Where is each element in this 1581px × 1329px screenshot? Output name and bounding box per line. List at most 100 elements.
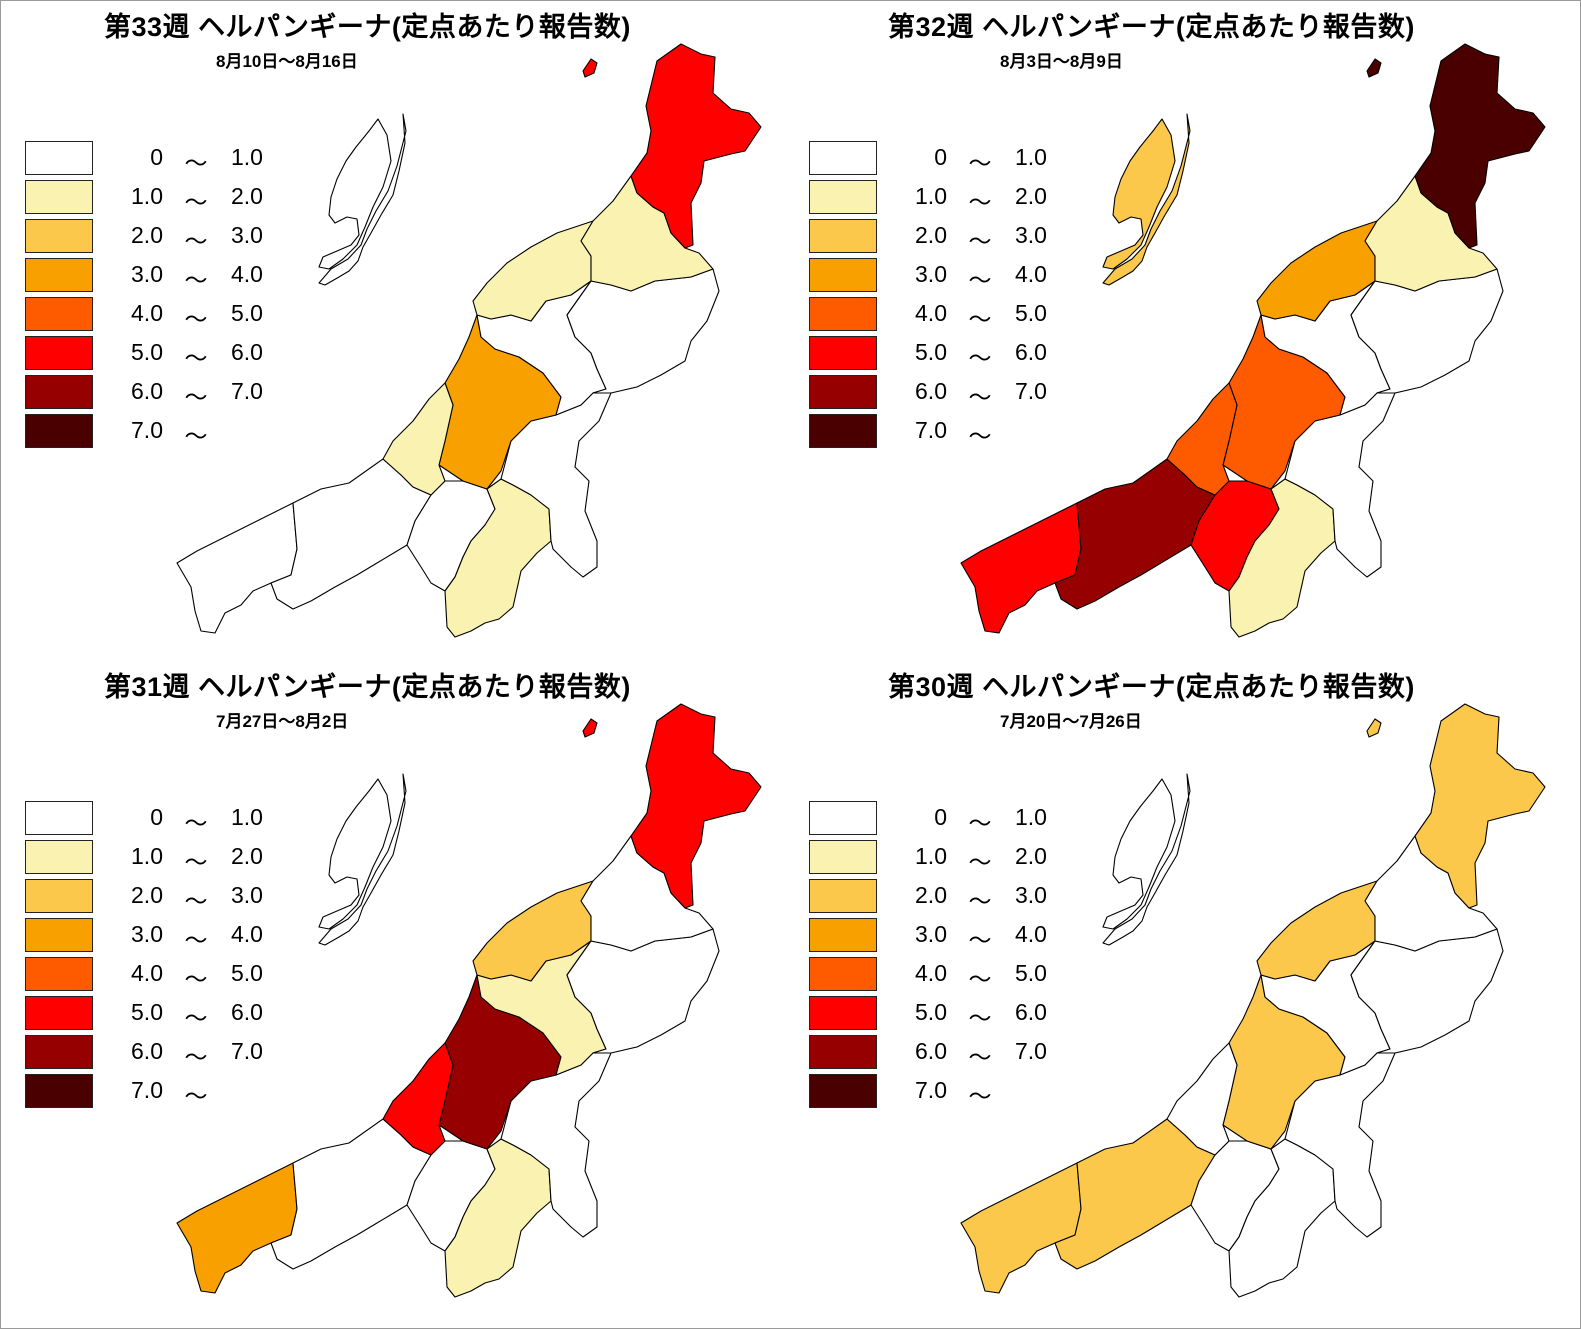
legend-row: 5.0 ～ 6.0	[809, 336, 1069, 371]
legend-lower-bound: 0	[934, 804, 947, 830]
panel-title: 第30週 ヘルパンギーナ(定点あたり報告数)	[888, 672, 1415, 702]
legend-lower-bound: 6.0	[915, 1038, 947, 1064]
legend-upper-bound: 2.0	[1015, 843, 1047, 869]
legend-upper-bound: 3.0	[1015, 222, 1047, 248]
legend-swatch	[809, 414, 877, 448]
legend-lower-bound: 6.0	[915, 378, 947, 404]
legend-lower-bound: 3.0	[131, 261, 163, 287]
legend-range-tilde: ～	[184, 927, 208, 953]
legend-lower-bound: 2.0	[915, 882, 947, 908]
region-murakami	[630, 43, 762, 249]
legend-swatch	[809, 258, 877, 292]
legend-range-tilde: ～	[968, 1044, 992, 1070]
legend-swatch	[809, 375, 877, 409]
legend-swatch	[809, 801, 877, 835]
legend-swatch	[809, 918, 877, 952]
legend-range-tilde: ～	[184, 966, 208, 992]
legend-swatch	[25, 375, 93, 409]
legend-swatch	[809, 996, 877, 1030]
legend-lower-bound: 0	[934, 144, 947, 170]
legend-upper-bound: 6.0	[1015, 999, 1047, 1025]
legend-row: 0 ～ 1.0	[25, 141, 285, 176]
legend-range-tilde: ～	[184, 306, 208, 332]
legend-lower-bound: 3.0	[915, 921, 947, 947]
legend-range-tilde: ～	[968, 1005, 992, 1031]
legend-lower-bound: 6.0	[131, 1038, 163, 1064]
legend-row: 4.0 ～ 5.0	[25, 957, 285, 992]
legend-lower-bound: 2.0	[131, 882, 163, 908]
legend-upper-bound: 1.0	[1015, 144, 1047, 170]
legend-row: 6.0 ～ 7.0	[25, 375, 285, 410]
region-awashima	[1366, 718, 1382, 738]
legend-row: 6.0 ～ 7.0	[25, 1035, 285, 1070]
legend-range-tilde: ～	[184, 1083, 208, 1109]
legend-range-tilde: ～	[968, 267, 992, 293]
legend-row: 5.0 ～ 6.0	[25, 336, 285, 371]
legend-upper-bound: 3.0	[231, 882, 263, 908]
legend-upper-bound: 6.0	[231, 339, 263, 365]
legend-range-tilde: ～	[184, 810, 208, 836]
legend-range-tilde: ～	[184, 423, 208, 449]
legend-swatch	[25, 141, 93, 175]
niigata-choropleth-map	[176, 43, 762, 638]
legend-row: 4.0 ～ 5.0	[809, 957, 1069, 992]
legend-lower-bound: 5.0	[131, 339, 163, 365]
legend-row: 1.0 ～ 2.0	[809, 180, 1069, 215]
region-tsubame	[1166, 382, 1238, 496]
legend-range-tilde: ～	[968, 189, 992, 215]
legend-upper-bound: 6.0	[1015, 339, 1047, 365]
region-murakami	[1414, 43, 1546, 249]
legend-row: 7.0 ～	[809, 1074, 1069, 1109]
legend-upper-bound: 5.0	[1015, 300, 1047, 326]
legend-upper-bound: 5.0	[231, 300, 263, 326]
legend-swatch	[809, 219, 877, 253]
legend-range-tilde: ～	[968, 927, 992, 953]
region-awashima	[582, 718, 598, 738]
legend-range-tilde: ～	[184, 345, 208, 371]
region-sado	[1102, 113, 1191, 286]
legend-swatch	[25, 1035, 93, 1069]
legend-swatch	[809, 957, 877, 991]
legend-range-tilde: ～	[968, 345, 992, 371]
niigata-choropleth-map	[176, 703, 762, 1298]
legend-lower-bound: 0	[150, 144, 163, 170]
legend-lower-bound: 4.0	[131, 960, 163, 986]
legend-lower-bound: 7.0	[915, 1077, 947, 1103]
legend: 0 ～ 1.0 1.0 ～ 2.0 2.0 ～ 3.0 3.0 ～ 4.0 4.0 ～ 5.0 5.0 ～ 6.0…	[809, 141, 1069, 461]
legend-range-tilde: ～	[968, 1083, 992, 1109]
legend-range-tilde: ～	[968, 423, 992, 449]
legend: 0 ～ 1.0 1.0 ～ 2.0 2.0 ～ 3.0 3.0 ～ 4.0 4.0 ～ 5.0 5.0 ～ 6.0…	[809, 801, 1069, 1121]
legend-range-tilde: ～	[968, 810, 992, 836]
legend-row: 7.0 ～	[25, 1074, 285, 1109]
legend-range-tilde: ～	[184, 150, 208, 176]
region-joetsu	[960, 502, 1082, 634]
legend-upper-bound: 5.0	[231, 960, 263, 986]
legend-row: 6.0 ～ 7.0	[809, 1035, 1069, 1070]
legend-swatch	[809, 1074, 877, 1108]
legend-swatch	[809, 336, 877, 370]
legend-range-tilde: ～	[968, 966, 992, 992]
legend-row: 1.0 ～ 2.0	[25, 840, 285, 875]
legend-upper-bound: 2.0	[231, 843, 263, 869]
legend-range-tilde: ～	[184, 1005, 208, 1031]
region-murakami	[1414, 703, 1546, 909]
legend-row: 5.0 ～ 6.0	[25, 996, 285, 1031]
legend-upper-bound: 1.0	[231, 144, 263, 170]
legend-range-tilde: ～	[968, 384, 992, 410]
legend-swatch	[25, 840, 93, 874]
region-joetsu	[176, 502, 298, 634]
legend-row: 4.0 ～ 5.0	[809, 297, 1069, 332]
legend-upper-bound: 1.0	[231, 804, 263, 830]
panel-date-range: 7月20日～7月26日	[1000, 712, 1142, 731]
legend-range-tilde: ～	[968, 888, 992, 914]
legend-swatch	[809, 1035, 877, 1069]
map-panel-week-32: 第32週 ヘルパンギーナ(定点あたり報告数) 8月3日～8月9日 0 ～ 1.0 1.…	[785, 1, 1569, 661]
legend-lower-bound: 7.0	[131, 1077, 163, 1103]
panel-date-range: 8月10日～8月16日	[216, 52, 358, 71]
legend-lower-bound: 7.0	[915, 417, 947, 443]
legend-swatch	[25, 219, 93, 253]
legend-range-tilde: ～	[968, 849, 992, 875]
region-joetsu	[960, 1162, 1082, 1294]
legend-range-tilde: ～	[184, 228, 208, 254]
legend-upper-bound: 7.0	[231, 378, 263, 404]
